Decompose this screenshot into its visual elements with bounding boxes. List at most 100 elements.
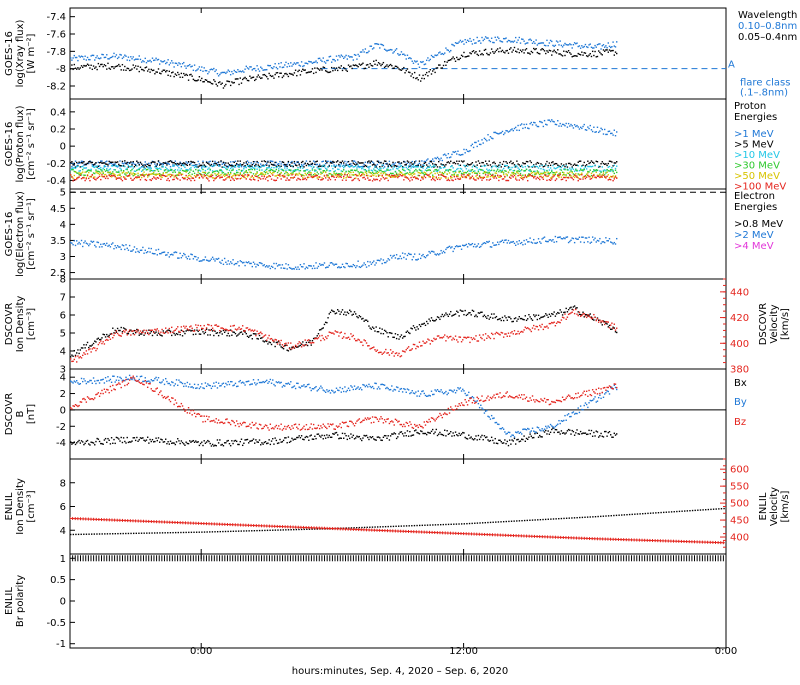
data-point	[305, 339, 306, 340]
data-point	[563, 45, 564, 46]
data-point	[388, 258, 389, 259]
data-point	[368, 325, 369, 326]
y-axis-label: DSCOVR	[4, 303, 15, 346]
data-point	[259, 177, 260, 178]
data-point	[134, 164, 135, 165]
data-point	[461, 41, 462, 42]
data-point	[549, 42, 550, 43]
data-point	[197, 174, 198, 175]
data-point	[349, 56, 350, 57]
data-point	[270, 176, 271, 177]
data-point	[460, 309, 461, 310]
data-point	[575, 307, 576, 308]
right-axis-label: DSCOVR	[758, 303, 769, 346]
data-point	[581, 45, 582, 46]
data-point	[412, 328, 413, 329]
data-point	[475, 179, 476, 180]
data-point	[113, 53, 114, 54]
data-point	[243, 168, 244, 169]
data-point	[412, 259, 413, 260]
data-point	[229, 335, 230, 336]
data-point	[353, 160, 354, 161]
data-point	[153, 332, 154, 333]
data-point	[158, 160, 159, 161]
data-point	[94, 178, 95, 179]
data-point	[106, 168, 107, 169]
data-point	[216, 177, 217, 178]
data-point	[177, 165, 178, 166]
data-point	[158, 330, 159, 331]
data-point	[523, 177, 524, 178]
data-point	[104, 64, 105, 65]
data-point	[102, 66, 103, 67]
data-point	[247, 262, 248, 263]
data-point	[409, 72, 410, 73]
data-point	[246, 78, 247, 79]
data-point	[303, 263, 304, 264]
data-point	[437, 172, 438, 173]
data-point	[256, 338, 257, 339]
data-point	[182, 170, 183, 171]
data-point	[344, 172, 345, 173]
data-point	[396, 176, 397, 177]
data-point	[331, 310, 332, 311]
data-point	[87, 353, 88, 354]
data-point	[573, 173, 574, 174]
data-point	[428, 60, 429, 61]
data-point	[508, 40, 509, 41]
data-point	[342, 171, 343, 172]
data-point	[90, 55, 91, 56]
data-point	[426, 72, 427, 73]
data-point	[99, 168, 100, 169]
data-point	[438, 177, 439, 178]
data-point	[137, 66, 138, 67]
data-point	[306, 63, 307, 64]
data-point	[600, 48, 601, 49]
data-point	[570, 164, 571, 165]
data-point	[199, 330, 200, 331]
data-point	[171, 254, 172, 255]
data-point	[362, 63, 363, 64]
data-point	[135, 174, 136, 175]
data-point	[428, 318, 429, 319]
data-point	[196, 167, 197, 168]
data-point	[357, 161, 358, 162]
data-point	[366, 166, 367, 167]
data-point	[272, 164, 273, 165]
right-axis-label: [km/s]	[780, 308, 791, 340]
data-point	[228, 69, 229, 70]
data-point	[280, 340, 281, 341]
data-point	[493, 176, 494, 177]
data-point	[303, 345, 304, 346]
data-point	[549, 239, 550, 240]
data-point	[431, 179, 432, 180]
data-point	[118, 64, 119, 65]
data-point	[371, 160, 372, 161]
data-point	[608, 131, 609, 132]
data-point	[271, 344, 272, 345]
y-tick-label: -0.2	[46, 159, 66, 170]
data-point	[285, 343, 286, 344]
data-point	[200, 80, 201, 81]
data-point	[161, 61, 162, 62]
data-point	[472, 51, 473, 52]
data-point	[118, 334, 119, 335]
data-point	[210, 169, 211, 170]
data-point	[136, 329, 137, 330]
data-point	[427, 57, 428, 58]
data-point	[75, 179, 76, 180]
data-point	[189, 64, 190, 65]
data-point	[420, 80, 421, 81]
data-point	[114, 56, 115, 57]
data-point	[341, 174, 342, 175]
data-point	[614, 130, 615, 131]
data-point	[543, 176, 544, 177]
data-point	[185, 330, 186, 331]
data-point	[581, 174, 582, 175]
data-point	[380, 258, 381, 259]
data-point	[495, 244, 496, 245]
data-point	[98, 63, 99, 64]
data-point	[213, 335, 214, 336]
data-point	[606, 240, 607, 241]
data-point	[394, 166, 395, 167]
